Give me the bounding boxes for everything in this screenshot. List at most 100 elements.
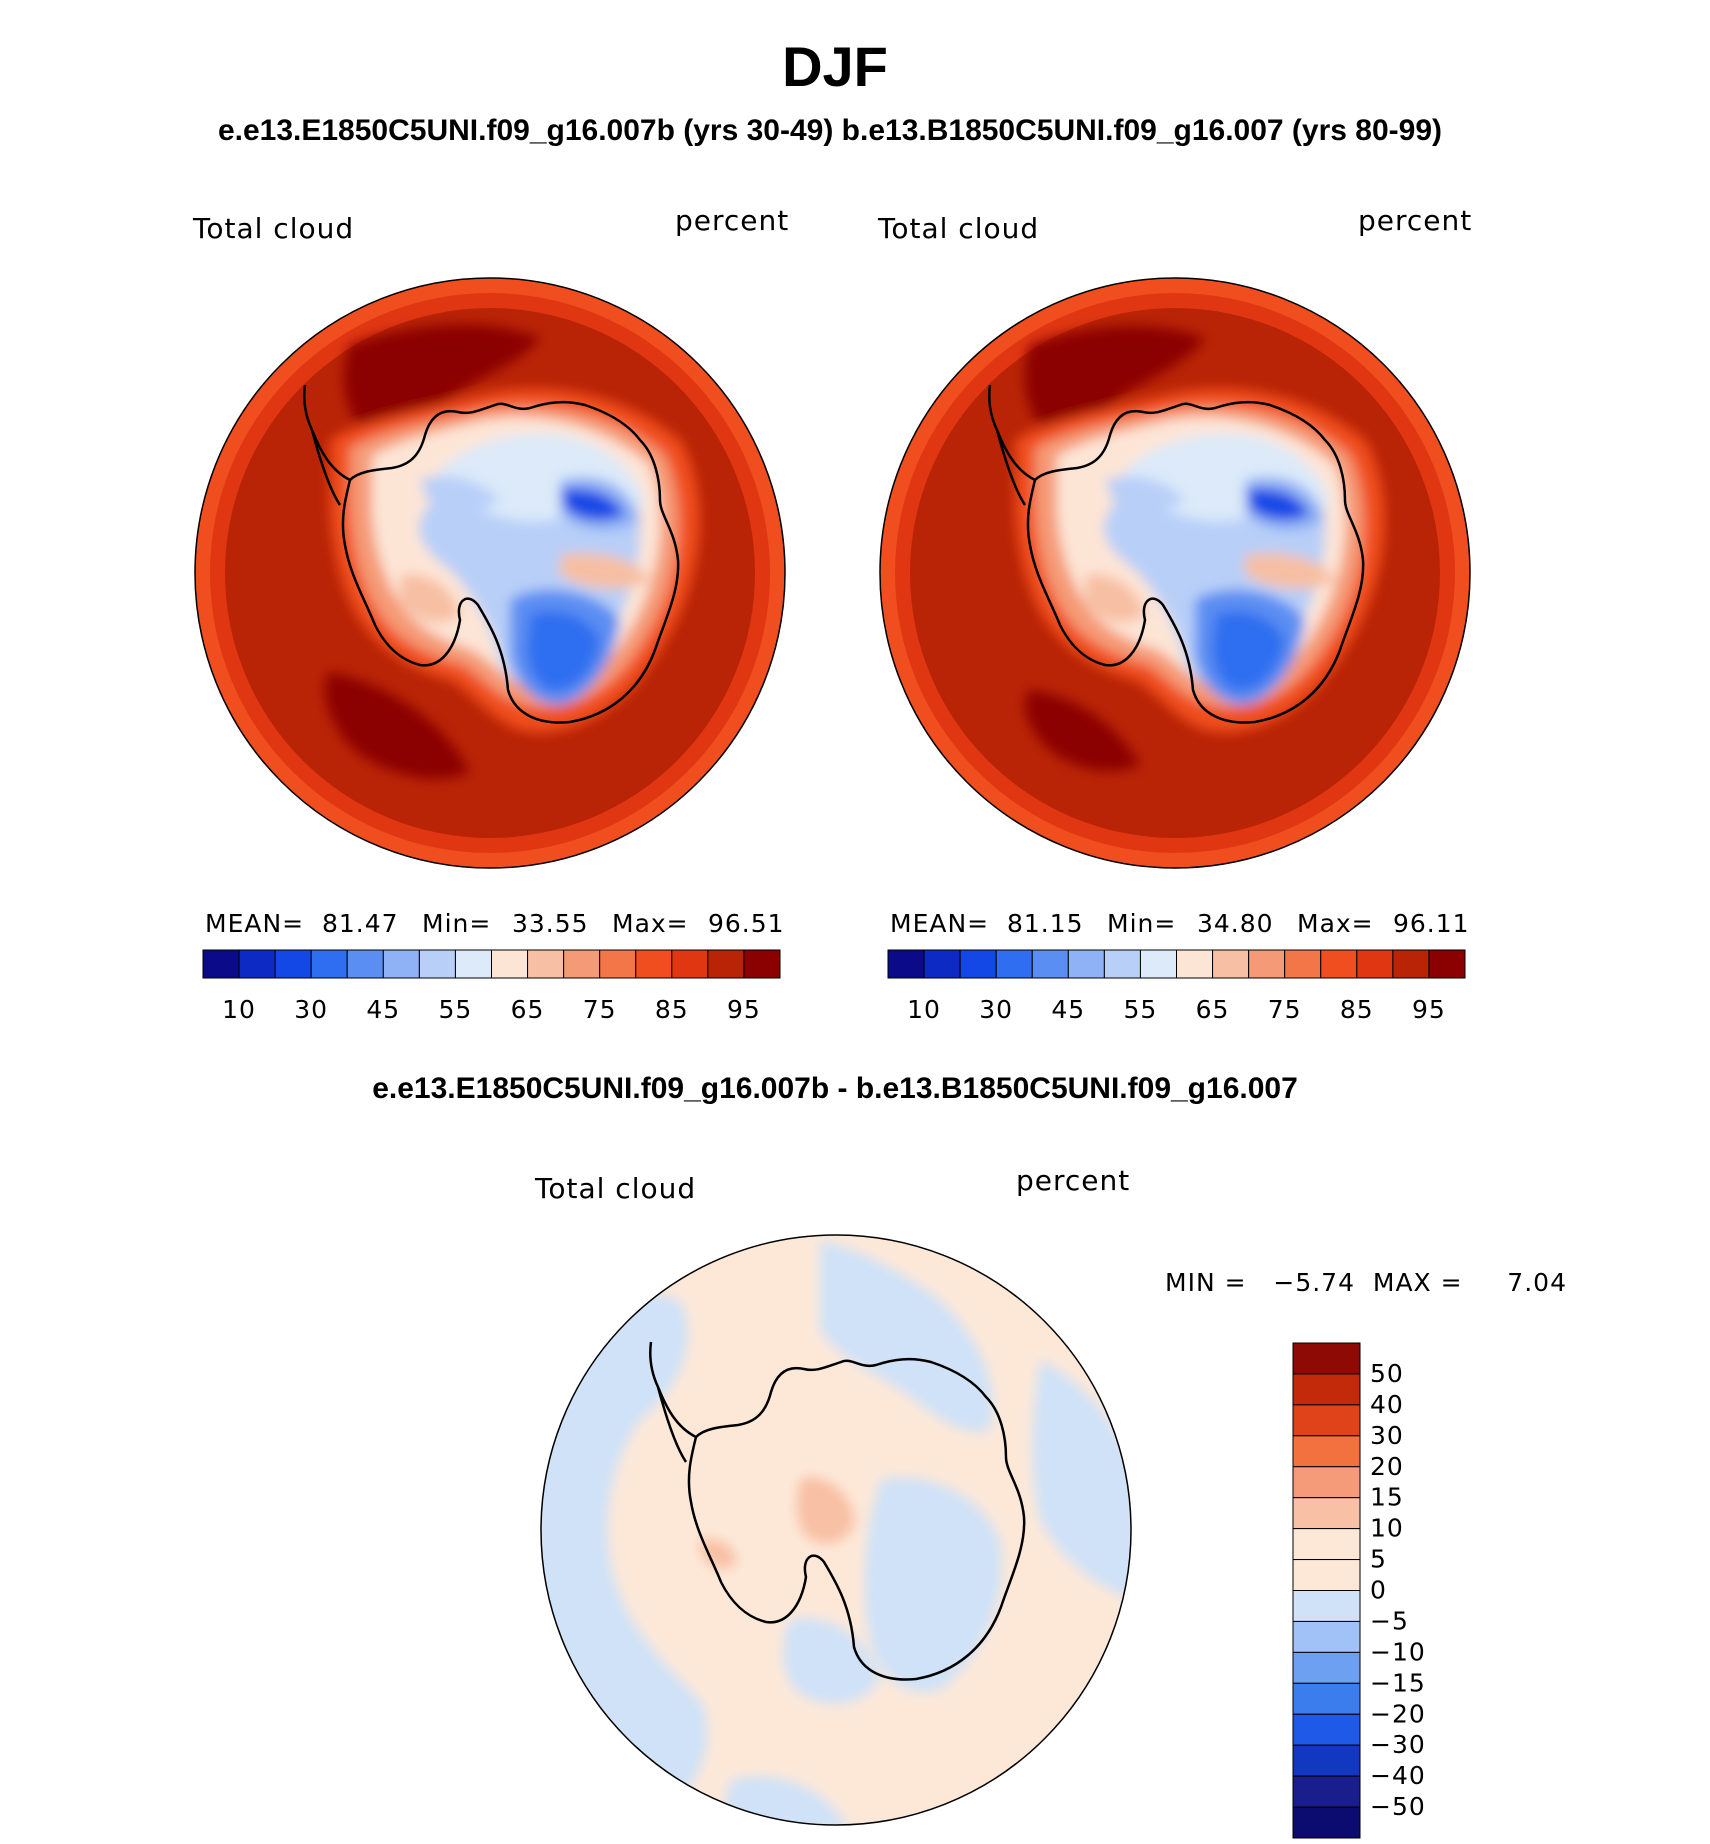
panel-2-min-label: Min=: [1107, 909, 1176, 938]
colorbar-swatch: [959, 949, 997, 979]
colorbar-swatch: [1292, 1620, 1361, 1653]
map-panel-difference: [540, 1234, 1132, 1826]
colorbar-swatch: [491, 949, 529, 979]
colorbar-tick-label: 30: [1370, 1421, 1404, 1450]
panel-1-min-value: 33.55: [512, 909, 589, 938]
colorbar-tick-label: −15: [1370, 1668, 1426, 1697]
colorbar-tick-label: −30: [1370, 1730, 1426, 1759]
colorbar-swatch: [1248, 949, 1286, 979]
panel-2-mean-label: MEAN=: [890, 909, 989, 938]
colorbar-swatch: [1103, 949, 1141, 979]
panel-1-mean-label: MEAN=: [205, 909, 304, 938]
colorbar-tick-label: 15: [1370, 1483, 1404, 1512]
colorbar-swatch: [887, 949, 925, 979]
colorbar-tick-label: 50: [1370, 1359, 1404, 1388]
colorbar-swatch: [1292, 1590, 1361, 1622]
colorbar-tick-label: 95: [1412, 995, 1446, 1024]
colorbar-swatch: [310, 949, 348, 979]
colorbar-swatch: [1292, 1373, 1361, 1406]
colorbar-tick-label: 40: [1370, 1390, 1404, 1419]
colorbar-tick-label: 20: [1370, 1452, 1404, 1481]
colorbar-tick-label: 55: [1124, 995, 1158, 1024]
colorbar-tick-label: 10: [907, 995, 941, 1024]
difference-min-max: MIN = −5.74 MAX = 7.04: [1165, 1268, 1567, 1297]
panel-2-units: percent: [1358, 204, 1472, 237]
colorbar-swatch: [743, 949, 781, 979]
colorbar-tick-label: 65: [511, 995, 545, 1024]
colorbar-swatch: [1176, 949, 1214, 979]
panel-3-variable: Total cloud: [534, 1172, 696, 1205]
colorbar-swatch: [563, 949, 601, 979]
colorbar-tick-label: 10: [222, 995, 256, 1024]
colorbar-swatch: [923, 949, 961, 979]
colorbar-tick-label: −10: [1370, 1637, 1426, 1666]
colorbar-swatch: [671, 949, 709, 979]
colorbar-tick-label: −40: [1370, 1761, 1426, 1790]
colorbar-swatch: [1292, 1528, 1361, 1561]
colorbar-swatch: [1139, 949, 1177, 979]
colorbar-swatch: [1392, 949, 1430, 979]
colorbar-swatch: [527, 949, 565, 979]
map-panel-1: [194, 277, 786, 869]
colorbar-swatch: [274, 949, 312, 979]
colorbar-panel-2: 10 30 45 55 65 75 85 95: [887, 949, 1466, 1024]
colorbar-tick-label: 30: [294, 995, 328, 1024]
colorbar-swatch: [1292, 1713, 1361, 1746]
colorbar-swatch: [346, 949, 384, 979]
panel-1-units: percent: [675, 204, 789, 237]
colorbar-swatch: [202, 949, 240, 979]
colorbar-swatch: [1067, 949, 1105, 979]
colorbar-swatch: [1292, 1651, 1361, 1684]
colorbar-swatch: [599, 949, 637, 979]
panel-3-units: percent: [1016, 1164, 1130, 1197]
colorbar-swatch: [1292, 1559, 1361, 1591]
colorbar-swatch: [707, 949, 745, 979]
colorbar-swatch: [1292, 1435, 1361, 1468]
colorbar-swatch: [1292, 1404, 1361, 1437]
colorbar-swatch: [635, 949, 673, 979]
colorbar-swatch: [1284, 949, 1322, 979]
colorbar-swatch: [382, 949, 420, 979]
colorbar-swatch: [1031, 949, 1069, 979]
panel-2-max-label: Max=: [1297, 909, 1374, 938]
colorbar-tick-label: 0: [1370, 1576, 1387, 1605]
panel-1-variable: Total cloud: [192, 212, 354, 245]
colorbar-tick-label: 75: [583, 995, 617, 1024]
colorbar-tick-label: 55: [439, 995, 473, 1024]
colorbar-tick-label: 65: [1196, 995, 1230, 1024]
colorbar-swatch: [1292, 1744, 1361, 1777]
colorbar-tick-label: 10: [1370, 1514, 1404, 1543]
colorbar-tick-label: 75: [1268, 995, 1302, 1024]
panel-2-max-value: 96.11: [1393, 909, 1470, 938]
colorbar-swatch: [1292, 1342, 1361, 1375]
colorbar-swatch: [995, 949, 1033, 979]
colorbar-tick-label: −20: [1370, 1699, 1426, 1728]
colorbar-tick-label: −50: [1370, 1792, 1426, 1821]
colorbar-swatch: [1320, 949, 1358, 979]
colorbar-swatch: [454, 949, 492, 979]
panel-1-min-label: Min=: [422, 909, 491, 938]
panel-2-min-value: 34.80: [1197, 909, 1274, 938]
colorbar-tick-label: 30: [979, 995, 1013, 1024]
colorbar-tick-label: 45: [366, 995, 400, 1024]
colorbar-swatch: [1292, 1466, 1361, 1499]
colorbar-swatch: [1212, 949, 1250, 979]
colorbar-swatch: [1356, 949, 1394, 979]
colorbar-tick-label: 85: [1340, 995, 1374, 1024]
colorbar-swatch: [1292, 1682, 1361, 1715]
panel-2-mean-value: 81.15: [1007, 909, 1084, 938]
subtitle: e.e13.E1850C5UNI.f09_g16.007b (yrs 30-49…: [218, 114, 1442, 147]
colorbar-tick-label: −5: [1370, 1606, 1409, 1635]
colorbar-tick-label: 85: [655, 995, 689, 1024]
colorbar-swatch: [1292, 1775, 1361, 1808]
difference-title: e.e13.E1850C5UNI.f09_g16.007b - b.e13.B1…: [372, 1072, 1298, 1105]
colorbar-swatch: [238, 949, 276, 979]
panel-1-mean-value: 81.47: [322, 909, 399, 938]
main-title: DJF: [782, 35, 888, 98]
map-panel-2: [879, 277, 1471, 869]
colorbar-tick-label: 95: [727, 995, 761, 1024]
colorbar-swatch: [418, 949, 456, 979]
panel-1-max-label: Max=: [612, 909, 689, 938]
